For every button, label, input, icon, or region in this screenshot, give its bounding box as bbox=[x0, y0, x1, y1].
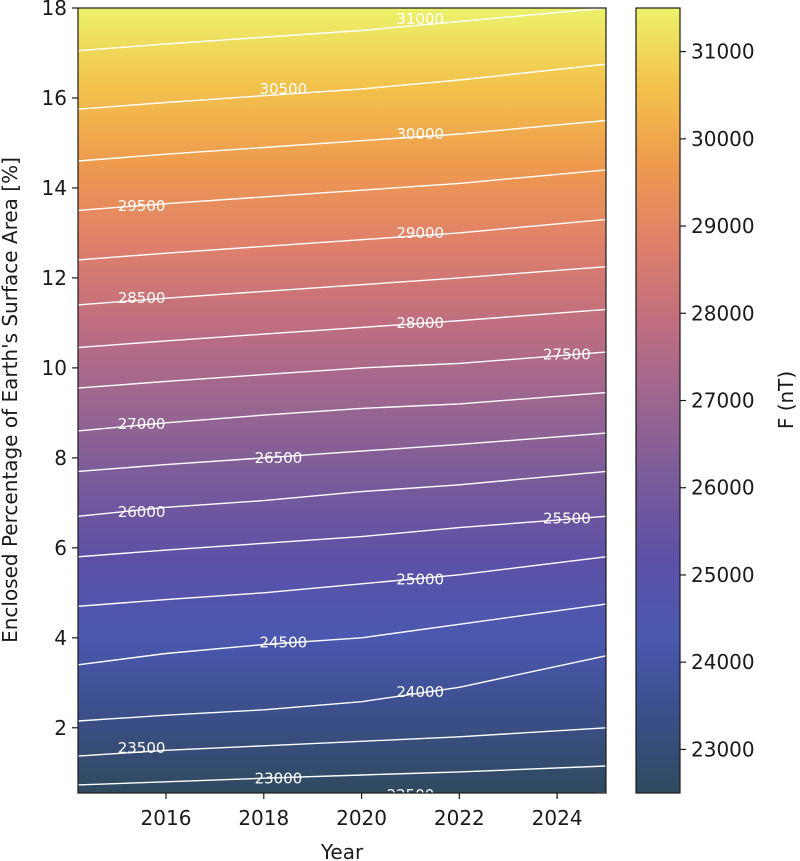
y-tick-label: 4 bbox=[54, 626, 67, 650]
plot-frame bbox=[77, 7, 607, 794]
colorbar-tick-label: 25000 bbox=[691, 563, 755, 587]
contour-line-31000 bbox=[77, 7, 607, 52]
y-tick-label: 16 bbox=[42, 86, 67, 110]
y-axis: 2 4 6 8 10 12 14 16 18 bbox=[42, 0, 78, 740]
contour-line-28500 bbox=[77, 266, 607, 306]
contour-line-24500 bbox=[77, 603, 607, 666]
contour-lines bbox=[77, 7, 607, 805]
contour-line-29000 bbox=[77, 218, 607, 261]
contour-field bbox=[78, 8, 606, 793]
contour-label-28000: 28000 bbox=[396, 314, 444, 332]
contour-label-29500: 29500 bbox=[118, 197, 166, 215]
contour-label-29000: 29000 bbox=[396, 224, 444, 242]
x-tick-label: 2020 bbox=[336, 806, 387, 830]
contour-line-23500 bbox=[77, 727, 607, 757]
contour-line-27000 bbox=[77, 391, 607, 432]
colorbar-tick-label: 30000 bbox=[691, 127, 755, 151]
contour-line-25000 bbox=[77, 556, 607, 607]
colorbar-tick-label: 24000 bbox=[691, 650, 755, 674]
contour-line-22500 bbox=[77, 792, 607, 805]
contour-label-27000: 27000 bbox=[118, 415, 166, 433]
contour-label-25000: 25000 bbox=[396, 570, 444, 588]
contour-label-23000: 23000 bbox=[255, 770, 303, 788]
contour-line-28000 bbox=[77, 308, 607, 349]
contour-line-29500 bbox=[77, 169, 607, 212]
y-tick-label: 14 bbox=[42, 176, 67, 200]
y-tick-label: 6 bbox=[54, 536, 67, 560]
contour-label-30000: 30000 bbox=[396, 125, 444, 143]
y-tick-label: 8 bbox=[54, 446, 67, 470]
contour-label-31000: 31000 bbox=[396, 10, 444, 28]
colorbar-gradient bbox=[636, 8, 680, 793]
contour-label-26500: 26500 bbox=[255, 449, 303, 467]
contour-label-25500: 25500 bbox=[543, 510, 591, 528]
contour-line-26000 bbox=[77, 470, 607, 517]
contour-line-24000 bbox=[77, 655, 607, 722]
x-tick-label: 2018 bbox=[238, 806, 289, 830]
contour-labels: 22500 23000 23500 24000 24500 25000 25500 26000… bbox=[118, 10, 591, 804]
colorbar-tick-label: 29000 bbox=[691, 214, 755, 238]
y-tick-label: 12 bbox=[42, 266, 67, 290]
colorbar-tick-label: 26000 bbox=[691, 476, 755, 500]
contour-line-30000 bbox=[77, 119, 607, 162]
contour-line-26500 bbox=[77, 432, 607, 473]
x-axis: 2016 2018 2020 2022 2024 bbox=[141, 793, 583, 830]
contour-label-22500: 22500 bbox=[387, 786, 435, 804]
contour-label-26000: 26000 bbox=[118, 503, 166, 521]
contour-label-27500: 27500 bbox=[543, 345, 591, 363]
x-axis-label: Year bbox=[320, 840, 364, 861]
y-tick-label: 2 bbox=[54, 716, 67, 740]
plot-area: 22500 23000 23500 24000 24500 25000 25500 26000… bbox=[77, 7, 607, 805]
contour-line-25500 bbox=[77, 515, 607, 558]
contour-label-24500: 24500 bbox=[259, 633, 307, 651]
y-tick-label: 10 bbox=[42, 356, 67, 380]
contour-line-30500 bbox=[77, 63, 607, 110]
x-tick-label: 2024 bbox=[532, 806, 583, 830]
colorbar-tick-label: 23000 bbox=[691, 737, 755, 761]
colorbar-tick-label: 31000 bbox=[691, 40, 755, 64]
x-tick-label: 2016 bbox=[141, 806, 192, 830]
colorbar-tick-label: 27000 bbox=[691, 389, 755, 413]
contour-label-28500: 28500 bbox=[118, 289, 166, 307]
contour-line-27500 bbox=[77, 351, 607, 389]
contour-label-30500: 30500 bbox=[259, 80, 307, 98]
x-tick-label: 2022 bbox=[434, 806, 485, 830]
colorbar-tick-label: 28000 bbox=[691, 301, 755, 325]
colorbar: 23000 24000 25000 26000 27000 28000 29000 30000… bbox=[635, 7, 798, 794]
contour-label-24000: 24000 bbox=[396, 683, 444, 701]
contour-label-23500: 23500 bbox=[118, 739, 166, 757]
colorbar-label: F (nT) bbox=[774, 371, 798, 429]
y-tick-label: 18 bbox=[42, 0, 67, 20]
y-axis-label: Enclosed Percentage of Earth's Surface A… bbox=[0, 157, 22, 643]
contour-line-23000 bbox=[77, 765, 607, 786]
colorbar-ticks: 23000 24000 25000 26000 27000 28000 29000 30000… bbox=[680, 40, 755, 761]
